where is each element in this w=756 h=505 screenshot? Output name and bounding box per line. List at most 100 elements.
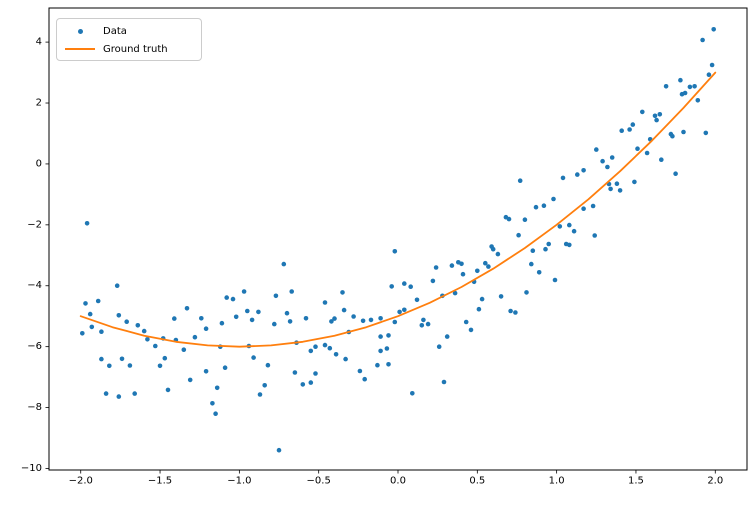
data-point (495, 251, 501, 257)
data-point (230, 296, 236, 302)
data-point (632, 179, 637, 185)
data-point (513, 310, 518, 315)
data-point (360, 318, 366, 324)
data-point (657, 112, 663, 117)
data-point (619, 128, 624, 133)
legend-handle (57, 28, 103, 34)
data-point (343, 356, 348, 362)
data-point (357, 368, 363, 374)
data-point (265, 362, 271, 368)
data-point (116, 394, 122, 399)
x-tick-label: 1.5 (628, 475, 644, 486)
data-point (711, 27, 716, 32)
data-point (95, 298, 101, 304)
data-point (262, 383, 268, 388)
y-axis-ticks (45, 41, 49, 469)
data-point (241, 289, 247, 294)
legend-entry-ground-truth: Ground truth (57, 40, 201, 58)
data-point (84, 221, 90, 226)
data-point (329, 319, 334, 324)
scatter-series (80, 27, 716, 453)
data-point (498, 294, 504, 299)
data-point (627, 127, 632, 132)
data-point (308, 380, 314, 385)
data-point (83, 301, 88, 306)
ground-truth-line (79, 71, 717, 348)
data-point (287, 319, 293, 324)
data-point (114, 283, 120, 289)
plot-spines (48, 7, 748, 471)
data-point (567, 222, 572, 228)
data-point (165, 387, 171, 393)
data-point (709, 62, 715, 68)
data-point (600, 158, 605, 164)
data-point (249, 317, 255, 323)
data-point (617, 188, 623, 193)
x-tick-label: −2.0 (69, 475, 93, 486)
data-point (530, 248, 536, 253)
data-point (132, 391, 137, 396)
data-point (116, 313, 122, 318)
data-point (594, 147, 599, 152)
data-point (127, 363, 133, 368)
data-point (560, 175, 566, 181)
data-point (682, 90, 688, 96)
data-point (300, 382, 306, 387)
data-point (203, 369, 209, 374)
data-point (516, 232, 521, 238)
data-point (145, 337, 150, 342)
data-point (536, 270, 542, 275)
data-point (410, 391, 415, 396)
data-point (392, 319, 398, 325)
data-point (605, 164, 610, 170)
data-point (362, 376, 368, 382)
data-point (251, 355, 256, 360)
x-tick-label: 0.0 (390, 475, 406, 486)
legend-label: Data (103, 25, 127, 37)
data-point (402, 281, 407, 286)
data-point (87, 311, 93, 317)
data-point (609, 155, 615, 160)
data-point (386, 362, 391, 367)
data-point (436, 344, 442, 350)
data-point (673, 171, 678, 176)
data-point (162, 355, 168, 361)
data-point (408, 284, 414, 290)
data-point (483, 260, 488, 266)
data-point (333, 352, 339, 357)
data-point (222, 365, 228, 371)
data-point (187, 377, 193, 383)
data-point (460, 271, 466, 277)
data-point (546, 241, 551, 247)
data-point (687, 84, 693, 90)
data-point (459, 261, 464, 267)
data-point (452, 290, 458, 296)
y-tick-label: −10 (21, 463, 42, 474)
data-point (276, 447, 282, 453)
data-point (640, 109, 645, 115)
data-point (313, 344, 318, 350)
x-tick-label: −0.5 (307, 475, 331, 486)
data-point (384, 346, 390, 351)
data-point (614, 181, 620, 186)
data-point (571, 228, 577, 234)
data-point (635, 146, 640, 151)
data-point (89, 324, 95, 330)
x-axis-ticks (80, 470, 716, 474)
data-point (678, 77, 683, 83)
data-point (575, 172, 580, 177)
data-point (233, 314, 239, 320)
x-tick-label: −1.5 (148, 475, 172, 486)
data-point (378, 316, 383, 321)
legend: Data Ground truth (56, 18, 202, 61)
data-point (590, 203, 596, 209)
data-point (692, 84, 697, 89)
data-point (213, 411, 218, 417)
data-point (506, 216, 512, 222)
data-point (378, 348, 383, 354)
data-point (292, 370, 298, 375)
legend-handle (57, 48, 103, 50)
x-tick-label: 1.0 (549, 475, 565, 486)
x-axis-tick-labels: −2.0 −1.5 −1.0 −0.5 0.0 0.5 1.0 1.5 2.0 (69, 475, 724, 486)
data-point (608, 186, 613, 192)
